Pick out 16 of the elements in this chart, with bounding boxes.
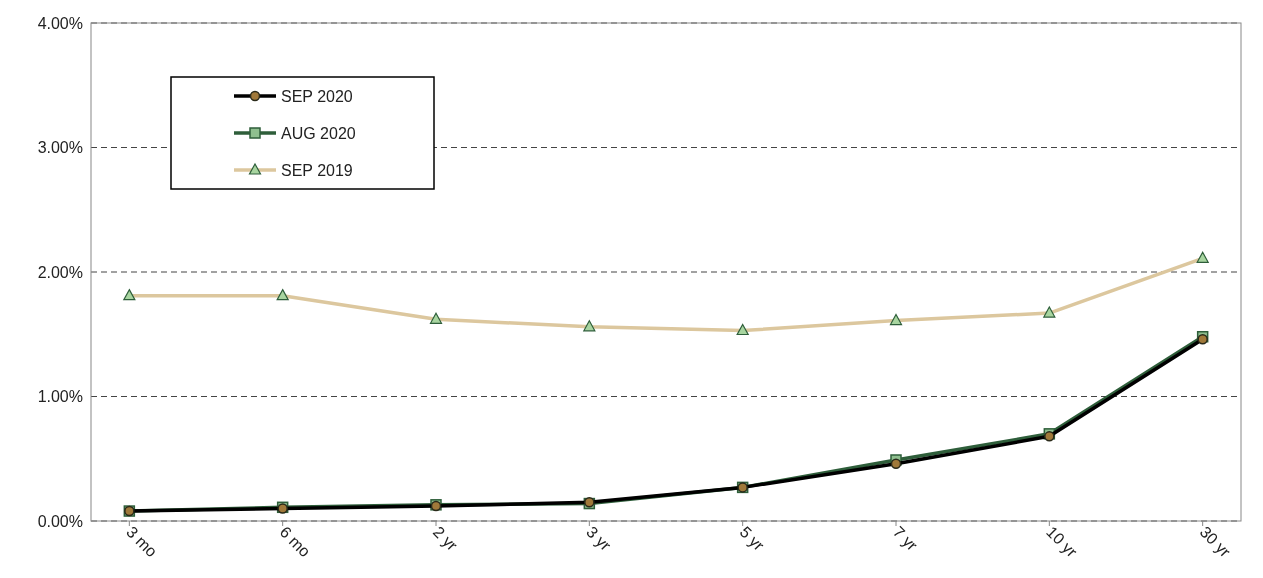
legend-label: SEP 2019 <box>281 161 353 179</box>
legend-label: SEP 2020 <box>281 87 353 105</box>
y-tick-label: 4.00% <box>37 14 83 32</box>
x-tick-label: 10 yr <box>1043 523 1081 561</box>
x-tick-label: 7 yr <box>889 523 922 555</box>
y-tick-label: 0.00% <box>37 512 83 530</box>
y-tick-label: 1.00% <box>37 388 83 406</box>
y-tick-label: 2.00% <box>37 263 83 281</box>
x-tick-label: 5 yr <box>736 523 768 555</box>
legend-label: AUG 2020 <box>281 124 356 142</box>
x-tick-label: 30 yr <box>1196 523 1235 561</box>
x-tick-label: 6 mo <box>276 523 314 561</box>
x-tick-label: 3 yr <box>583 523 615 555</box>
y-tick-label: 3.00% <box>37 139 83 157</box>
x-tick-label: 2 yr <box>429 523 462 555</box>
x-tick-label: 3 mo <box>123 523 161 561</box>
